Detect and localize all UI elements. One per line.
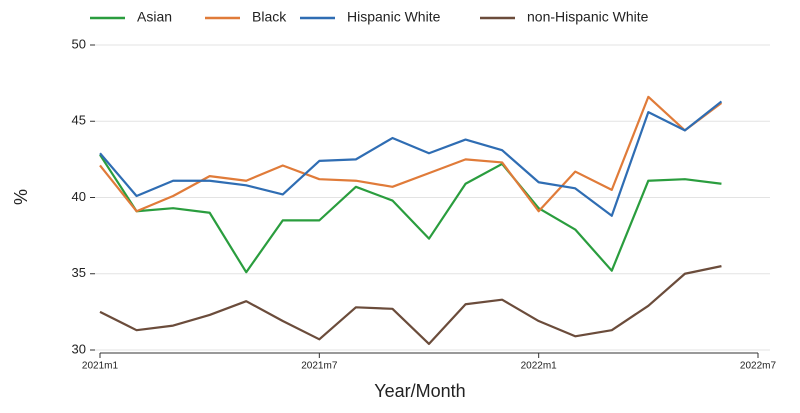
series-line: [99, 100, 723, 217]
legend-label: non-Hispanic White: [527, 9, 649, 25]
x-tick-label: 2021m1: [82, 361, 119, 372]
legend-label: Black: [252, 9, 287, 25]
legend-label: Asian: [137, 9, 172, 25]
y-tick-label: 40: [72, 189, 86, 204]
series-line: [99, 95, 723, 213]
series-line: [99, 265, 722, 345]
x-tick-label: 2022m7: [740, 361, 777, 372]
y-tick-label: 50: [72, 36, 86, 51]
x-axis-label: Year/Month: [374, 381, 465, 401]
legend-label: Hispanic White: [347, 9, 441, 25]
x-tick-label: 2021m7: [301, 361, 338, 372]
y-tick-label: 35: [72, 265, 86, 280]
series-line: [99, 154, 722, 274]
x-tick-label: 2022m1: [521, 361, 558, 372]
y-tick-label: 30: [72, 341, 86, 356]
y-axis-label: %: [11, 189, 31, 205]
y-tick-label: 45: [72, 113, 86, 128]
